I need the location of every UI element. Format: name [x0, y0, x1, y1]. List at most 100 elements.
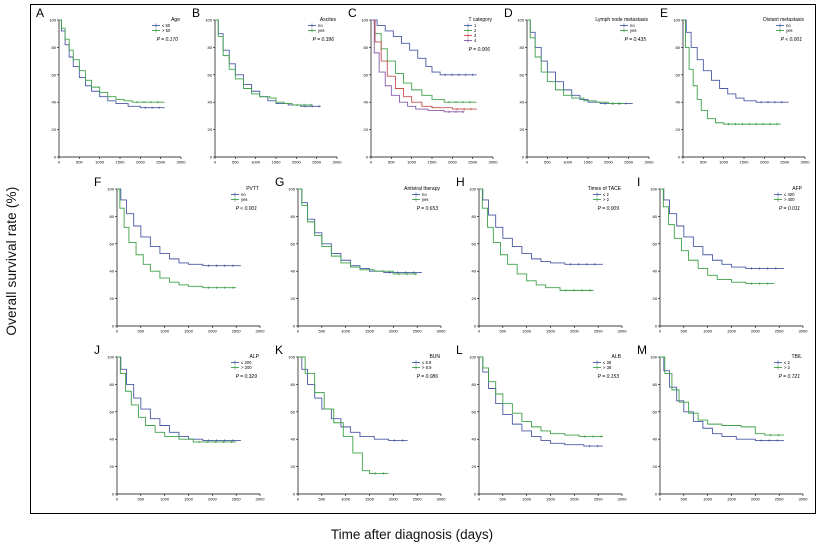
svg-text:100: 100	[49, 18, 56, 23]
svg-text:40: 40	[653, 268, 658, 273]
svg-text:0: 0	[682, 160, 685, 165]
km-plot-alp: 0 500 1000 1500 2000 2500 3000 0 20 40 60 80 100 ALP ≤…	[100, 348, 265, 507]
svg-text:2000: 2000	[448, 160, 458, 165]
svg-text:2: 2	[474, 28, 477, 33]
svg-text:1500: 1500	[727, 497, 737, 502]
svg-text:20: 20	[520, 127, 525, 132]
svg-text:60: 60	[364, 72, 369, 77]
svg-text:1000: 1000	[160, 328, 170, 333]
svg-text:500: 500	[680, 328, 687, 333]
svg-text:1500: 1500	[546, 497, 556, 502]
svg-text:20: 20	[110, 296, 115, 301]
svg-text:1000: 1000	[563, 160, 573, 165]
svg-text:60: 60	[472, 410, 477, 415]
svg-text:60: 60	[208, 72, 213, 77]
svg-text:3000: 3000	[437, 328, 446, 333]
svg-text:2000: 2000	[389, 497, 399, 502]
svg-text:0: 0	[655, 323, 658, 328]
svg-text:2000: 2000	[751, 328, 761, 333]
svg-text:2500: 2500	[780, 160, 790, 165]
svg-text:0: 0	[655, 492, 658, 497]
svg-text:500: 500	[388, 160, 395, 165]
svg-text:40: 40	[291, 268, 296, 273]
svg-text:500: 500	[318, 497, 325, 502]
svg-text:≤ 50: ≤ 50	[162, 23, 171, 28]
svg-text:3000: 3000	[618, 328, 627, 333]
svg-text:3000: 3000	[801, 160, 810, 165]
svg-text:0: 0	[366, 155, 369, 160]
svg-text:100: 100	[107, 186, 114, 191]
svg-text:Lymph node metastasis: Lymph node metastasis	[595, 17, 648, 23]
svg-text:1: 1	[474, 23, 477, 28]
svg-text:3000: 3000	[618, 497, 627, 502]
svg-text:≤ 38: ≤ 38	[603, 360, 612, 365]
svg-text:1000: 1000	[95, 160, 105, 165]
svg-text:no: no	[318, 23, 323, 28]
svg-text:Distant metastasis: Distant metastasis	[763, 17, 804, 23]
svg-text:1000: 1000	[341, 497, 351, 502]
svg-text:100: 100	[288, 355, 295, 360]
svg-text:0: 0	[297, 497, 300, 502]
svg-text:80: 80	[653, 214, 658, 219]
panel-e: E 0 500 1000 1500 2000 2500 3000 0 20 40 60 80 100 Di…	[660, 6, 810, 170]
svg-text:no: no	[786, 23, 791, 28]
panel-letter: L	[456, 343, 463, 358]
svg-text:100: 100	[205, 18, 212, 23]
panel-letter: A	[36, 6, 45, 20]
svg-text:0: 0	[659, 497, 662, 502]
panel-i: I 0 500 1000 1500 2000 2500 3000 0 20 40 60 80 100 AF…	[637, 175, 808, 339]
svg-text:yes: yes	[422, 197, 429, 202]
km-plot-alb: 0 500 1000 1500 2000 2500 3000 0 20 40 60 80 100 ALB ≤…	[462, 348, 627, 507]
svg-text:P = 0.086: P = 0.086	[417, 374, 439, 380]
svg-text:3000: 3000	[437, 497, 446, 502]
panel-letter: F	[94, 174, 102, 189]
svg-text:40: 40	[520, 100, 525, 105]
svg-text:100: 100	[650, 186, 657, 191]
svg-text:40: 40	[472, 268, 477, 273]
svg-text:500: 500	[499, 497, 506, 502]
panel-letter: H	[456, 174, 465, 189]
svg-text:20: 20	[208, 127, 213, 132]
svg-text:3000: 3000	[799, 328, 808, 333]
svg-text:20: 20	[472, 464, 477, 469]
panel-c: C 0 500 1000 1500 2000 2500 3000 0 20 40 60 80 100 T …	[348, 6, 498, 170]
svg-text:> 200: > 200	[241, 365, 252, 370]
x-axis-label: Time after diagnosis (days)	[330, 527, 494, 542]
svg-text:2500: 2500	[413, 497, 423, 502]
svg-text:2000: 2000	[570, 328, 580, 333]
panel-letter: G	[275, 174, 285, 189]
svg-text:Ascites: Ascites	[320, 17, 337, 23]
svg-text:> 38: > 38	[603, 365, 612, 370]
svg-text:500: 500	[544, 160, 551, 165]
svg-text:2500: 2500	[775, 497, 785, 502]
svg-text:1000: 1000	[407, 160, 417, 165]
svg-text:0: 0	[297, 328, 300, 333]
km-plot-afp: 0 500 1000 1500 2000 2500 3000 0 20 40 60 80 100 AFP ≤…	[643, 180, 808, 339]
svg-text:40: 40	[364, 100, 369, 105]
svg-text:PVTT: PVTT	[246, 186, 259, 192]
svg-text:500: 500	[318, 328, 325, 333]
panel-row-2: F 0 500 1000 1500 2000 2500 3000 0 20 40 60 80 100 PV…	[36, 174, 810, 339]
svg-text:500: 500	[232, 160, 239, 165]
panel-h: H 0 500 1000 1500 2000 2500 3000 0 20 40 60 80 100 Ti…	[456, 174, 627, 339]
svg-text:40: 40	[52, 100, 57, 105]
panel-a: A 0 500 1000 1500 2000 2500 3000 0 20 40 60 80 100 Ag…	[36, 6, 186, 170]
svg-text:1500: 1500	[727, 328, 737, 333]
svg-text:60: 60	[676, 72, 681, 77]
svg-text:3000: 3000	[177, 160, 186, 165]
svg-text:P < 0.001: P < 0.001	[236, 206, 258, 212]
svg-text:500: 500	[499, 328, 506, 333]
svg-text:20: 20	[52, 127, 57, 132]
svg-text:1000: 1000	[703, 497, 713, 502]
svg-text:P = 0.396: P = 0.396	[313, 37, 335, 43]
svg-text:40: 40	[676, 100, 681, 105]
svg-text:1000: 1000	[341, 328, 351, 333]
km-plot-distant-metastasis: 0 500 1000 1500 2000 2500 3000 0 20 40 60 80 100 Dist…	[666, 11, 810, 170]
svg-text:≤ 200: ≤ 200	[241, 360, 252, 365]
svg-text:20: 20	[291, 296, 296, 301]
svg-text:ALP: ALP	[250, 354, 260, 360]
svg-text:0: 0	[474, 492, 477, 497]
figure-border: A 0 500 1000 1500 2000 2500 3000 0 20 40 60 80 100 Ag…	[30, 4, 816, 514]
svg-text:20: 20	[110, 464, 115, 469]
